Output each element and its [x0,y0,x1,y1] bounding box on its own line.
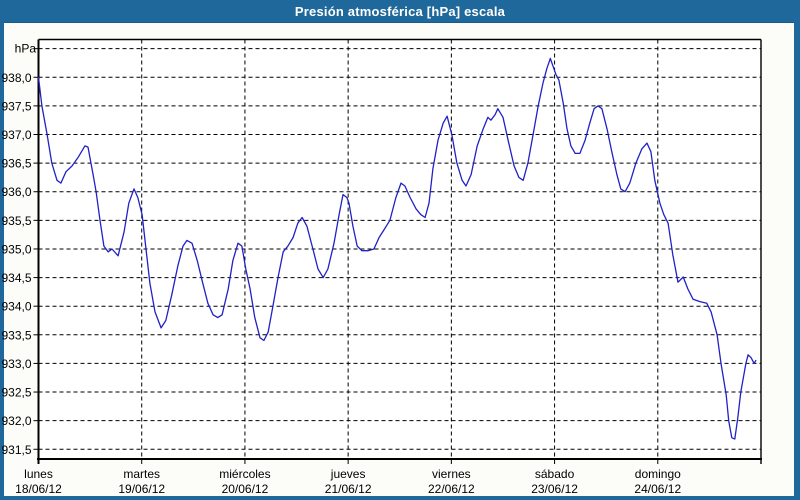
y-tick-label: 936,5 [1,157,31,171]
x-date-label: 18/06/12 [15,482,62,496]
y-tick-label: 933,0 [1,357,31,371]
pressure-chart: hPa 938,0 937,5 937,0 936,5 936,0 935,5 935,0 93… [1,38,762,496]
x-weekday-label: miércoles [219,467,270,481]
y-tick-label: 933,5 [1,328,31,342]
y-tick-label: 936,0 [1,185,31,199]
y-tick-label: 937,0 [1,128,31,142]
x-weekday-label: lunes [24,467,53,481]
chart-title: Presión atmosférica [hPa] escala [294,3,506,19]
x-weekday-label: sábado [535,467,575,481]
x-weekday-label: jueves [330,467,366,481]
x-weekday-label: martes [123,467,160,481]
y-tick-label: 935,0 [1,242,31,256]
y-tick-label: 938,0 [1,71,31,85]
y-tick-label: 932,0 [1,414,31,428]
axes [37,38,762,464]
y-tick-label: 934,0 [1,300,31,314]
y-tick-label: 931,5 [1,443,31,457]
x-weekday-label: domingo [635,467,681,481]
x-weekday-label: viernes [432,467,471,481]
x-date-label: 23/06/12 [531,482,578,496]
x-date-label: 19/06/12 [118,482,165,496]
x-date-label: 21/06/12 [325,482,372,496]
x-date-label: 22/06/12 [428,482,475,496]
y-tick-label: 935,5 [1,214,31,228]
x-date-label: 24/06/12 [634,482,681,496]
y-axis-unit-label: hPa [15,42,37,56]
chart-content: hPa 938,0 937,5 937,0 936,5 936,0 935,5 935,0 93… [1,22,794,496]
grid-horizontal [33,48,761,450]
y-tick-label: 937,5 [1,99,31,113]
x-date-label: 20/06/12 [222,482,269,496]
pressure-series-line [37,57,757,440]
title-bar: Presión atmosférica [hPa] escala [0,0,800,22]
y-tick-label: 932,5 [1,386,31,400]
y-axis-labels: hPa 938,0 937,5 937,0 936,5 936,0 935,5 935,0 93… [1,42,36,457]
y-tick-label: 934,5 [1,271,31,285]
